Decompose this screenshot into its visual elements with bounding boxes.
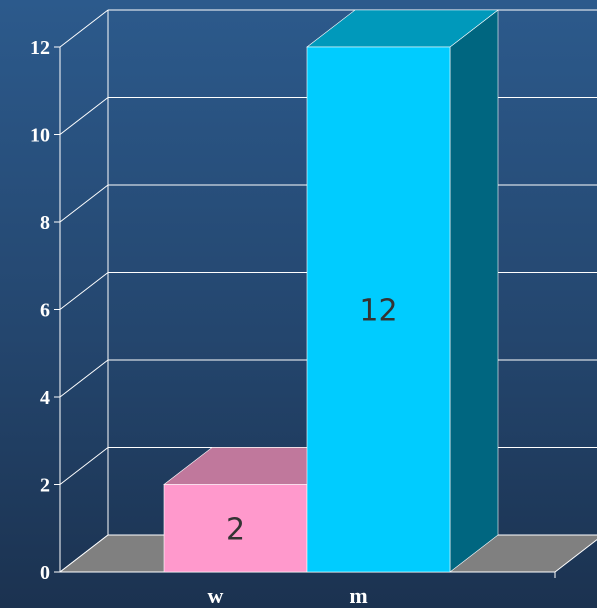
x-tick-label-w: w <box>208 583 224 608</box>
data-label-w: 2 <box>226 512 245 547</box>
gridline-diagonal <box>59 272 109 310</box>
labels: 2 w 12 m <box>208 294 398 608</box>
bar-side-m <box>449 9 499 573</box>
bar-front-w <box>163 484 308 573</box>
gridline-diagonal <box>59 447 109 485</box>
bars <box>163 9 499 573</box>
gridline-diagonal <box>59 97 109 135</box>
gridline-diagonal <box>59 9 109 48</box>
y-tick-label: 6 <box>40 300 50 322</box>
gridline-diagonal <box>59 359 109 398</box>
y-tick-label: 0 <box>40 562 50 584</box>
bar-front-m <box>306 46 451 573</box>
x-tick-label-m: m <box>349 583 367 608</box>
y-tick-label: 8 <box>40 212 50 234</box>
y-tick-label: 2 <box>40 475 50 497</box>
y-tick-label: 10 <box>30 125 50 147</box>
bar-m <box>306 9 499 573</box>
gridline-diagonal <box>59 184 109 223</box>
y-tick-label: 12 <box>30 37 50 59</box>
y-tick-label: 4 <box>40 387 50 409</box>
y-axis: 0 2 4 6 8 10 12 <box>30 37 556 584</box>
data-label-m: 12 <box>359 294 397 329</box>
